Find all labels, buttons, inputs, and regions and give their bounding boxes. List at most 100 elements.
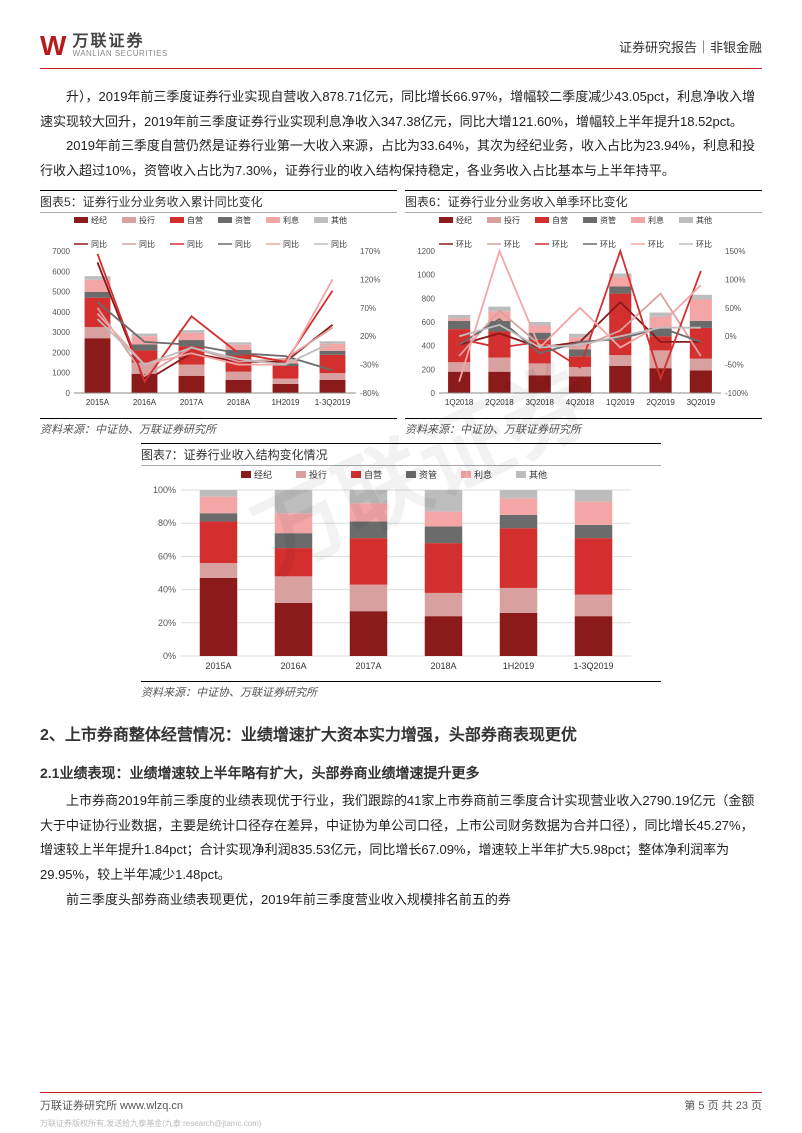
chart7-canvas: 经纪投行自营资管利息其他0%20%40%60%80%100%2015A2016A… [141,466,641,676]
svg-text:资管: 资管 [235,215,251,225]
svg-text:自营: 自营 [552,215,568,225]
svg-text:3Q2019: 3Q2019 [687,398,716,407]
svg-text:2017A: 2017A [355,661,381,671]
svg-text:170%: 170% [360,247,380,256]
chart5-title: 图表5：证券行业分业务收入累计同比变化 [40,190,397,213]
svg-text:环比: 环比 [696,239,712,249]
svg-text:4Q2018: 4Q2018 [566,398,595,407]
chart5-canvas: 经纪投行自营资管利息其他同比同比同比同比同比同比0100020003000400… [40,213,390,413]
svg-text:200: 200 [422,365,436,374]
svg-text:同比: 同比 [331,239,347,249]
svg-text:1Q2018: 1Q2018 [445,398,474,407]
svg-text:投行: 投行 [504,215,520,225]
svg-text:2Q2018: 2Q2018 [485,398,514,407]
svg-text:自营: 自营 [364,469,382,480]
svg-text:2015A: 2015A [205,661,231,671]
svg-text:同比: 同比 [139,239,155,249]
footer-left: 万联证券研究所 www.wlzq.cn [40,1097,183,1113]
svg-text:2018A: 2018A [227,398,251,407]
paragraph-1: 升），2019年前三季度证券行业实现自营收入878.71亿元，同比增长66.97… [40,85,762,134]
svg-text:1-3Q2019: 1-3Q2019 [573,661,613,671]
svg-text:2015A: 2015A [86,398,110,407]
chart6-title: 图表6：证券行业分业务收入单季环比变化 [405,190,762,213]
footer-fineprint: 万联证券版权所有,发送给九泰基金(九泰:research@jtamc.com) [40,1118,261,1129]
svg-text:投行: 投行 [139,215,155,225]
svg-text:投行: 投行 [309,469,327,480]
svg-text:5000: 5000 [52,287,70,296]
svg-text:-100%: -100% [725,389,748,398]
svg-text:2017A: 2017A [180,398,204,407]
logo-en: WANLIAN SECURITIES [72,50,167,58]
section2-1-p2: 前三季度头部券商业绩表现更优，2019年前三季度营业收入规模排名前五的券 [40,888,762,913]
page-footer: 万联证券研究所 www.wlzq.cn 第 5 页 共 23 页 [40,1092,762,1113]
svg-text:利息: 利息 [283,215,299,225]
svg-text:40%: 40% [158,584,176,594]
svg-text:经纪: 经纪 [91,215,107,225]
svg-text:资管: 资管 [419,469,437,480]
svg-text:0%: 0% [163,651,176,661]
svg-text:其他: 其他 [529,469,547,480]
svg-text:其他: 其他 [696,215,712,225]
svg-text:经纪: 经纪 [456,215,472,225]
svg-text:0: 0 [431,389,436,398]
svg-text:1200: 1200 [417,247,435,256]
svg-text:1Q2019: 1Q2019 [606,398,635,407]
svg-text:-50%: -50% [725,360,744,369]
svg-text:800: 800 [422,294,436,303]
svg-text:同比: 同比 [91,239,107,249]
svg-text:0%: 0% [725,332,737,341]
svg-text:1000: 1000 [52,368,70,377]
logo-mark: W [40,30,66,62]
svg-text:20%: 20% [158,618,176,628]
svg-text:环比: 环比 [600,239,616,249]
svg-text:3Q2018: 3Q2018 [525,398,554,407]
svg-text:自营: 自营 [187,215,203,225]
footer-right: 第 5 页 共 23 页 [684,1097,762,1113]
section2-title: 2、上市券商整体经营情况：业绩增速扩大资本实力增强，头部券商表现更优 [40,718,762,753]
chart6-block: 图表6：证券行业分业务收入单季环比变化 经纪 投行 自营 资管 利息 其他环比 环比 环比 环比… [405,190,762,437]
svg-text:2Q2019: 2Q2019 [646,398,675,407]
chart6-source: 资料来源：中证协、万联证券研究所 [405,418,762,437]
svg-text:其他: 其他 [331,215,347,225]
svg-text:6000: 6000 [52,267,70,276]
chart7-source: 资料来源：中证协、万联证券研究所 [141,681,661,700]
svg-text:环比: 环比 [504,239,520,249]
svg-text:400: 400 [422,341,436,350]
svg-text:600: 600 [422,318,436,327]
svg-text:环比: 环比 [648,239,664,249]
svg-text:-30%: -30% [360,360,379,369]
svg-text:环比: 环比 [552,239,568,249]
svg-text:2000: 2000 [52,348,70,357]
svg-text:70%: 70% [360,304,376,313]
svg-text:150%: 150% [725,247,745,256]
svg-text:7000: 7000 [52,247,70,256]
chart6-canvas: 经纪投行自营资管利息其他环比环比环比环比环比环比0200400600800100… [405,213,755,413]
svg-text:-80%: -80% [360,389,379,398]
svg-text:2018A: 2018A [430,661,456,671]
svg-text:50%: 50% [725,304,741,313]
chart7-title: 图表7：证券行业收入结构变化情况 [141,443,661,466]
svg-text:资管: 资管 [600,215,616,225]
svg-text:利息: 利息 [474,469,492,480]
svg-text:同比: 同比 [187,239,203,249]
chart7-block: 图表7：证券行业收入结构变化情况 经纪投行自营资管利息其他0%20%40%60%… [141,443,661,700]
header-category: 证券研究报告｜非银金融 [619,37,762,56]
section2-1-title: 2.1业绩表现：业绩增速较上半年略有扩大，头部券商业绩增速提升更多 [40,763,762,783]
svg-text:20%: 20% [360,332,376,341]
svg-text:同比: 同比 [235,239,251,249]
svg-text:80%: 80% [158,518,176,528]
svg-text:同比: 同比 [283,239,299,249]
chart-row-2: 图表7：证券行业收入结构变化情况 经纪投行自营资管利息其他0%20%40%60%… [40,443,762,700]
svg-text:经纪: 经纪 [254,469,272,480]
svg-text:1-3Q2019: 1-3Q2019 [315,398,351,407]
svg-text:2016A: 2016A [280,661,306,671]
svg-text:2016A: 2016A [133,398,157,407]
svg-text:利息: 利息 [648,215,664,225]
svg-text:0: 0 [66,389,71,398]
svg-text:100%: 100% [725,275,745,284]
svg-text:1H2019: 1H2019 [271,398,300,407]
paragraph-2: 2019年前三季度自营仍然是证券行业第一大收入来源，占比为33.64%，其次为经… [40,134,762,183]
svg-text:1000: 1000 [417,270,435,279]
svg-text:120%: 120% [360,275,380,284]
chart-row-1: 图表5：证券行业分业务收入累计同比变化 经纪 投行 自营 资管 利息 其他同比 同比 同比 同比… [40,190,762,437]
